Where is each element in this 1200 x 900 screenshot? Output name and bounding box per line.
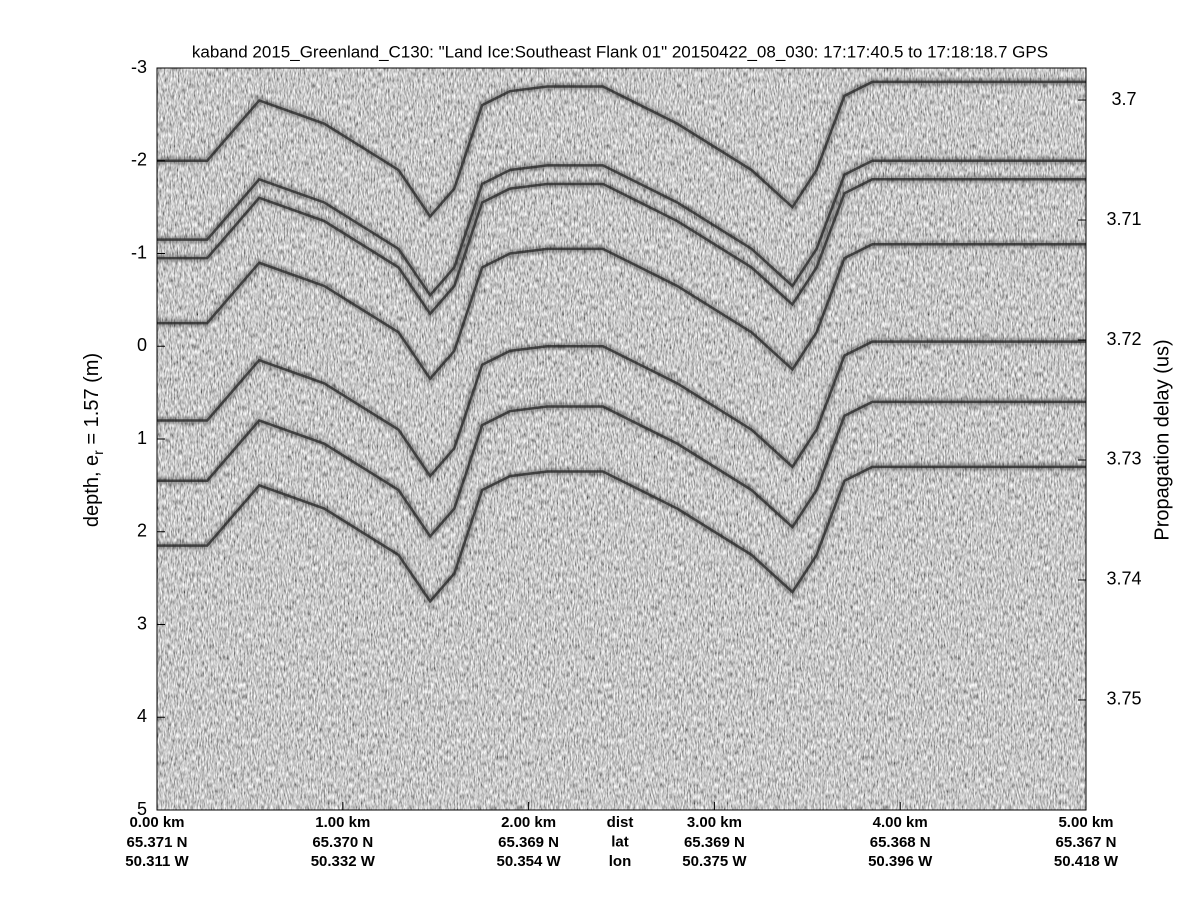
y2-tick-label: 3.7 [1111, 89, 1136, 109]
layer [157, 340, 1086, 479]
y-tick-label: 2 [137, 521, 147, 541]
layer [157, 465, 1086, 604]
layer [157, 159, 1086, 298]
lon-label: 50.375 W [682, 853, 747, 870]
row-label: lon [609, 853, 632, 870]
y-tick-label: 4 [137, 706, 147, 726]
layer [157, 80, 1086, 219]
y2-axis-label: Propagation delay (us) [1151, 339, 1173, 540]
y-tick-label: -1 [131, 242, 147, 262]
layer-group [157, 78, 1086, 608]
lon-label: 50.332 W [311, 853, 376, 870]
layer [157, 242, 1086, 381]
lat-label: 65.369 N [498, 834, 559, 851]
y2-tick-label: 3.74 [1106, 569, 1141, 589]
lon-label: 50.396 W [868, 853, 933, 870]
lat-label: 65.369 N [684, 834, 745, 851]
layer [157, 400, 1086, 539]
x-tick-label: 0.00 km [129, 814, 184, 831]
y-tick-label: 1 [137, 428, 147, 448]
y-label-subscript: r [90, 450, 106, 455]
chart-title: kaband 2015_Greenland_C130: "Land Ice:So… [192, 42, 1048, 61]
row-label: dist [607, 814, 634, 831]
lon-label: 50.418 W [1054, 853, 1119, 870]
y2-tick-label: 3.75 [1106, 689, 1141, 709]
y-label-part: depth, e [81, 455, 103, 527]
y-label-part: = 1.57 (m) [81, 353, 103, 450]
lon-label: 50.311 W [125, 853, 189, 870]
y2-tick-label: 3.72 [1106, 329, 1141, 349]
y-tick-label: -3 [131, 57, 147, 77]
x-tick-label: 2.00 km [501, 814, 556, 831]
row-label: lat [611, 833, 629, 850]
y-tick-label: 5 [137, 799, 147, 819]
lat-label: 65.368 N [870, 834, 931, 851]
y2-tick-label: 3.73 [1106, 449, 1141, 469]
y-axis-label: depth, er = 1.57 (m) [81, 353, 105, 527]
lat-label: 65.367 N [1056, 834, 1117, 851]
layer [157, 178, 1086, 316]
lat-label: 65.371 N [127, 834, 188, 851]
x-tick-label: 4.00 km [873, 814, 928, 831]
x-tick-label: 1.00 km [315, 814, 370, 831]
lon-label: 50.354 W [496, 853, 561, 870]
y-tick-label: 3 [137, 613, 147, 633]
x-tick-label: 5.00 km [1058, 814, 1113, 831]
y2-tick-label: 3.71 [1106, 209, 1141, 229]
lat-label: 65.370 N [312, 834, 373, 851]
y-tick-label: 0 [137, 335, 147, 355]
x-tick-label: 3.00 km [687, 814, 742, 831]
y-tick-label: -2 [131, 150, 147, 170]
